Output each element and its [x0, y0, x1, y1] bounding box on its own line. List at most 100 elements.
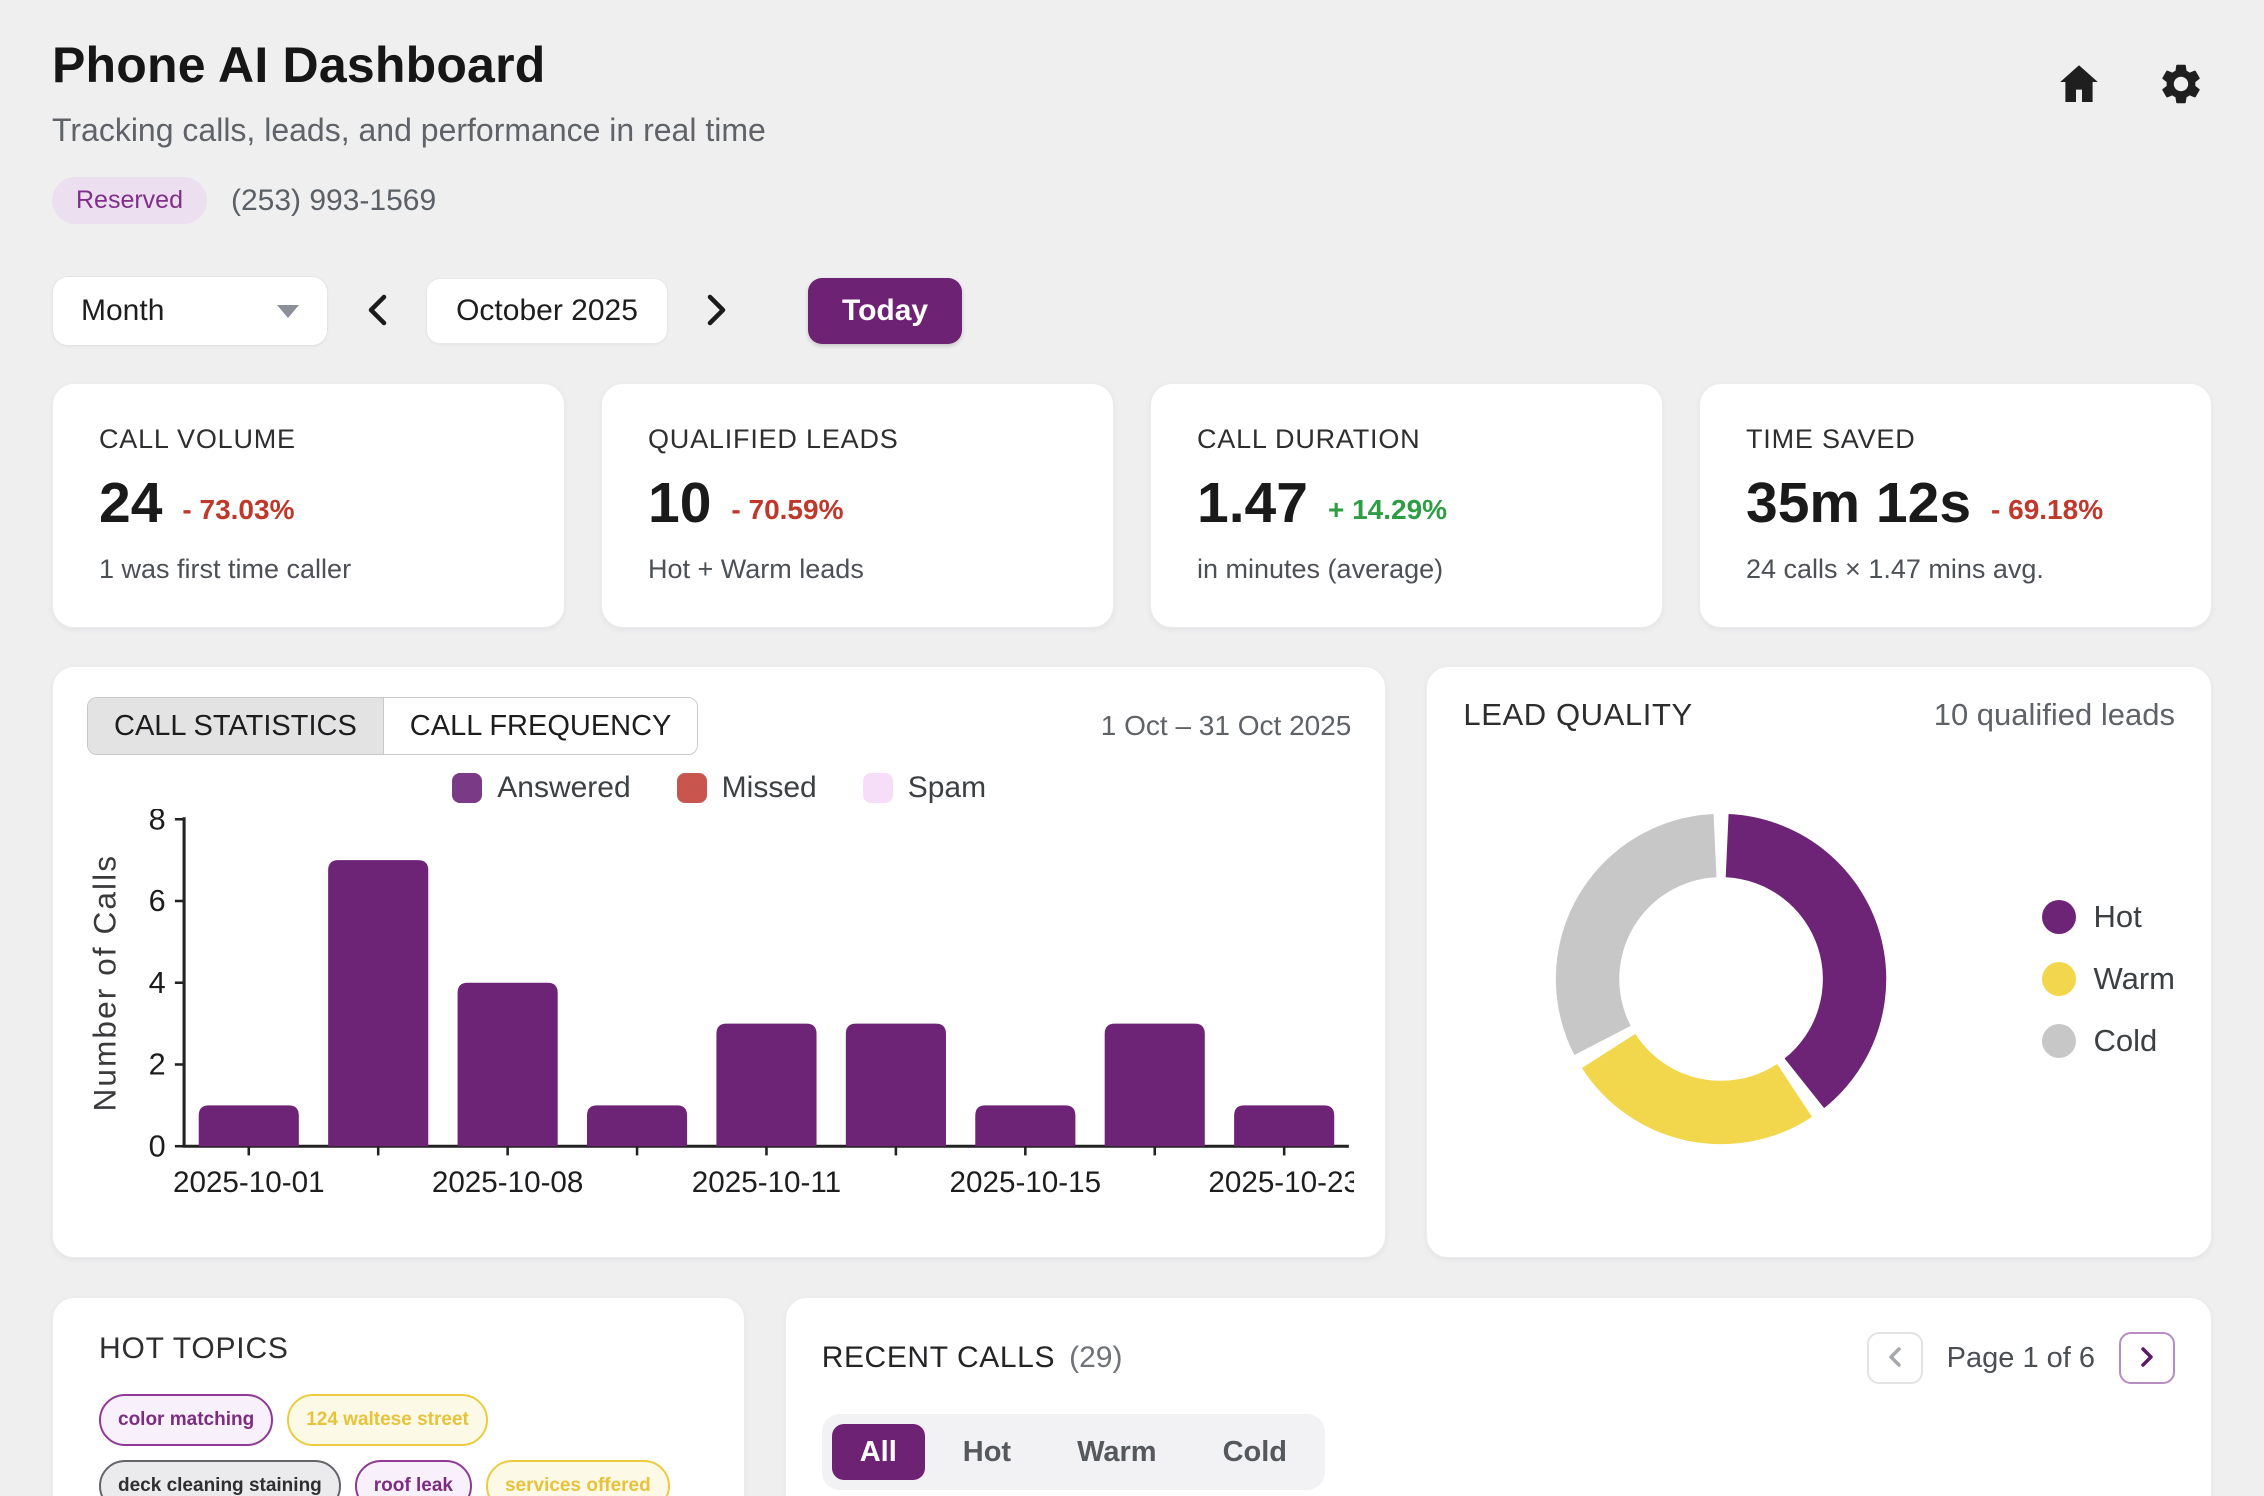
- topic-pill-roof-leak[interactable]: roof leak: [354, 1460, 472, 1496]
- settings-button[interactable]: [2156, 60, 2206, 110]
- legend-swatch: [452, 773, 483, 803]
- stat-delta: - 73.03%: [182, 494, 295, 525]
- next-period-button[interactable]: [694, 293, 740, 330]
- filter-cold[interactable]: Cold: [1195, 1424, 1315, 1480]
- phone-number: (253) 993-1569: [231, 183, 437, 217]
- svg-text:8: 8: [149, 809, 166, 836]
- charts-row: CALL STATISTICS CALL FREQUENCY 1 Oct – 3…: [52, 666, 2212, 1258]
- lead-quality-title: LEAD QUALITY: [1463, 697, 1693, 732]
- topic-pill-services-offered[interactable]: services offered: [485, 1460, 670, 1496]
- lead-quality-card: LEAD QUALITY 10 qualified leads Hot Warm C…: [1426, 666, 2212, 1258]
- svg-text:2025-10-08: 2025-10-08: [432, 1166, 584, 1199]
- stat-delta: - 69.18%: [1991, 494, 2104, 525]
- filter-hot[interactable]: Hot: [935, 1424, 1039, 1480]
- bar-chart-legend: Answered Missed Spam: [87, 771, 1351, 805]
- legend-spam: Spam: [862, 771, 987, 805]
- legend-swatch: [2041, 962, 2076, 996]
- tab-call-statistics[interactable]: CALL STATISTICS: [88, 698, 384, 754]
- home-button[interactable]: [2054, 60, 2104, 110]
- topic-pill-deck-cleaning-staining[interactable]: deck cleaning staining: [99, 1460, 341, 1496]
- hot-topics-card: HOT TOPICS color matching 124 waltese str…: [52, 1297, 745, 1496]
- phone-line: Reserved (253) 993-1569: [52, 177, 766, 224]
- stat-caption: in minutes (average): [1197, 554, 1444, 584]
- legend-cold: Cold: [2041, 1023, 2176, 1059]
- topic-pill-124-waltese-street[interactable]: 124 waltese street: [287, 1394, 488, 1446]
- legend-hot: Hot: [2041, 899, 2176, 935]
- filter-warm[interactable]: Warm: [1049, 1424, 1185, 1480]
- current-period[interactable]: October 2025: [426, 278, 668, 344]
- stat-card-qualified-leads: QUALIFIED LEADS 10 - 70.59% Hot + Warm l…: [601, 383, 1114, 628]
- svg-text:6: 6: [149, 884, 166, 918]
- recent-calls-title: RECENT CALLS (29): [822, 1341, 1123, 1375]
- svg-text:2025-10-01: 2025-10-01: [173, 1166, 325, 1199]
- period-select-value: Month: [81, 294, 165, 327]
- legend-answered: Answered: [452, 771, 631, 805]
- caret-down-icon: [277, 304, 299, 318]
- today-button[interactable]: Today: [808, 278, 963, 344]
- topic-pill-color-matching[interactable]: color matching: [99, 1394, 274, 1446]
- page-title: Phone AI Dashboard: [52, 37, 546, 93]
- stats-row: CALL VOLUME 24 - 73.03% 1 was first time…: [52, 383, 2212, 628]
- stat-label: QUALIFIED LEADS: [648, 424, 899, 454]
- legend-label: Warm: [2093, 961, 2176, 996]
- chevron-left-icon: [1888, 1346, 1902, 1370]
- stat-value: 10: [648, 471, 712, 535]
- stat-delta: - 70.59%: [731, 494, 844, 525]
- hot-topics-title: HOT TOPICS: [99, 1332, 289, 1365]
- prev-period-button[interactable]: [354, 293, 400, 330]
- svg-text:4: 4: [149, 966, 166, 1000]
- legend-swatch: [862, 773, 893, 803]
- page-label: Page 1 of 6: [1946, 1341, 2095, 1374]
- recent-calls-count: (29): [1069, 1341, 1123, 1374]
- header-actions: [2054, 60, 2206, 110]
- stat-caption: Hot + Warm leads: [648, 554, 864, 584]
- call-statistics-card: CALL STATISTICS CALL FREQUENCY 1 Oct – 3…: [52, 666, 1387, 1258]
- date-range-label: 1 Oct – 31 Oct 2025: [1100, 710, 1352, 741]
- header-text: Phone AI Dashboard Tracking calls, leads…: [52, 36, 766, 224]
- chevron-left-icon: [364, 293, 390, 330]
- svg-text:2025-10-11: 2025-10-11: [692, 1166, 841, 1199]
- pagination: Page 1 of 6: [1866, 1332, 2175, 1384]
- legend-label: Hot: [2093, 899, 2142, 934]
- chevron-right-icon: [2140, 1346, 2154, 1370]
- filter-all[interactable]: All: [831, 1424, 925, 1480]
- home-icon: [2055, 60, 2103, 111]
- stat-value: 24: [99, 471, 163, 535]
- prev-page-button[interactable]: [1866, 1332, 1923, 1384]
- stat-card-call-duration: CALL DURATION 1.47 + 14.29% in minutes (…: [1150, 383, 1663, 628]
- donut-chart-legend: Hot Warm Cold: [2041, 899, 2176, 1059]
- legend-warm: Warm: [2041, 961, 2176, 997]
- svg-text:2025-10-23: 2025-10-23: [1208, 1166, 1354, 1199]
- tab-call-frequency[interactable]: CALL FREQUENCY: [383, 698, 698, 754]
- recent-calls-label: RECENT CALLS: [821, 1341, 1056, 1374]
- legend-missed: Missed: [676, 771, 817, 805]
- stat-card-call-volume: CALL VOLUME 24 - 73.03% 1 was first time…: [52, 383, 565, 628]
- period-select[interactable]: Month: [52, 276, 328, 346]
- stat-value: 1.47: [1197, 471, 1308, 535]
- stat-card-time-saved: TIME SAVED 35m 12s - 69.18% 24 calls × 1…: [1699, 383, 2212, 628]
- page-subtitle: Tracking calls, leads, and performance i…: [52, 112, 766, 148]
- topic-pills: color matching 124 waltese street deck cle…: [99, 1394, 698, 1496]
- qualified-leads-count: 10 qualified leads: [1933, 697, 2175, 732]
- stat-caption: 1 was first time caller: [99, 554, 352, 584]
- svg-text:2025-10-15: 2025-10-15: [950, 1166, 1102, 1199]
- stat-label: CALL DURATION: [1197, 424, 1421, 454]
- stat-value: 35m 12s: [1746, 471, 1972, 535]
- bottom-row: HOT TOPICS color matching 124 waltese str…: [52, 1297, 2212, 1496]
- chart-tabs: CALL STATISTICS CALL FREQUENCY: [87, 697, 699, 755]
- legend-label: Spam: [907, 771, 987, 804]
- stat-label: CALL VOLUME: [99, 424, 296, 454]
- status-badge: Reserved: [52, 177, 207, 224]
- call-filter-tabs: All Hot Warm Cold: [821, 1414, 1326, 1490]
- legend-swatch: [2041, 1024, 2076, 1058]
- gear-icon: [2157, 60, 2205, 111]
- next-page-button[interactable]: [2119, 1332, 2175, 1384]
- stat-label: TIME SAVED: [1746, 424, 1916, 454]
- recent-calls-card: RECENT CALLS (29) Page 1 of 6 All Hot Warm…: [784, 1297, 2212, 1496]
- svg-text:Number of Calls: Number of Calls: [87, 854, 123, 1112]
- period-controls: Month October 2025 Today: [52, 276, 2212, 346]
- legend-swatch: [2041, 900, 2076, 934]
- chevron-right-icon: [704, 293, 730, 330]
- donut-chart: [1556, 813, 1887, 1145]
